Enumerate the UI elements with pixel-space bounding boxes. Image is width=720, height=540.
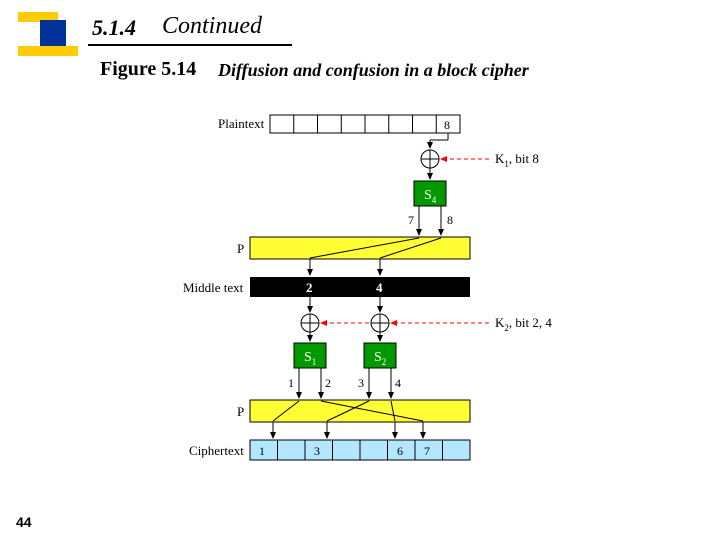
s1-out-2: 2 — [325, 376, 331, 390]
permutation-2: P — [237, 400, 470, 422]
s2-out-4: 4 — [395, 376, 401, 390]
header-blue-square — [40, 20, 66, 46]
section-number: 5.1.4 — [92, 15, 136, 41]
sbox-s1: S1 — [294, 343, 326, 368]
section-title: Continued — [162, 13, 262, 40]
key1-label: K1, bit 8 — [495, 151, 539, 169]
ciphertext-row: Ciphertext 1 3 6 7 — [189, 440, 470, 460]
svg-text:P: P — [237, 241, 244, 256]
xor-2b — [371, 314, 389, 332]
plaintext-row: Plaintext 8 — [218, 115, 460, 133]
block-cipher-diagram: Plaintext 8 K1, bit 8 S4 7 8 — [155, 110, 585, 510]
svg-text:Middle text: Middle text — [183, 280, 244, 295]
s4-out-7: 7 — [408, 213, 414, 227]
plaintext-label: Plaintext — [218, 116, 265, 131]
key2-label: K2, bit 2, 4 — [495, 315, 552, 333]
s2-out-3: 3 — [358, 376, 364, 390]
svg-text:2: 2 — [306, 280, 313, 295]
header-yellow-bar-2 — [18, 46, 78, 56]
figure-label: Figure 5.14 — [100, 58, 196, 81]
sbox-s4: S4 — [414, 181, 446, 206]
page-number: 44 — [16, 514, 32, 530]
permutation-1: P — [237, 237, 470, 259]
svg-text:1: 1 — [259, 444, 265, 458]
svg-text:4: 4 — [376, 280, 383, 295]
s4-out-8: 8 — [447, 213, 453, 227]
xor-1 — [421, 150, 439, 168]
sbox-s2: S2 — [364, 343, 396, 368]
plaintext-bit-8: 8 — [444, 118, 450, 132]
s1-out-1: 1 — [288, 376, 294, 390]
svg-text:6: 6 — [397, 444, 403, 458]
svg-text:Ciphertext: Ciphertext — [189, 443, 244, 458]
svg-text:P: P — [237, 404, 244, 419]
figure-caption: Diffusion and confusion in a block ciphe… — [218, 60, 529, 81]
xor-2a — [301, 314, 319, 332]
svg-text:3: 3 — [314, 444, 320, 458]
middle-text-row: Middle text 2 4 — [183, 277, 470, 297]
svg-text:7: 7 — [424, 444, 430, 458]
header-underline — [88, 44, 292, 46]
